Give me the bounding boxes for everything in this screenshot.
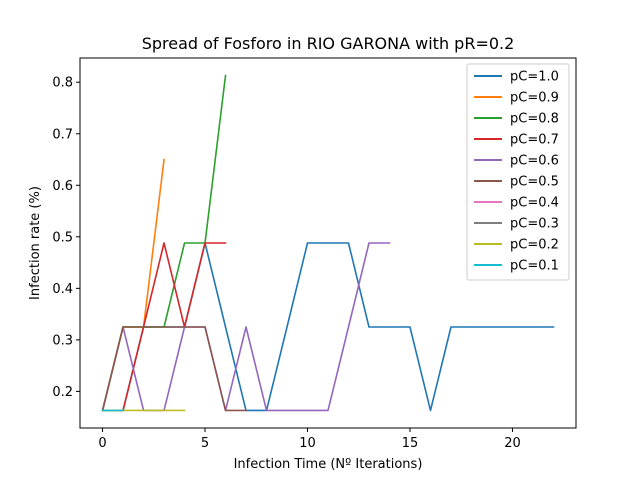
series-layer: [101, 74, 555, 412]
y-tick-label: 0.4: [52, 282, 73, 297]
y-tick-label: 0.6: [52, 179, 73, 194]
x-tick-label: 20: [504, 436, 521, 451]
y-tick-label: 0.7: [52, 127, 73, 142]
y-tick-label: 0.2: [52, 385, 73, 400]
series-line-5: [101, 326, 247, 412]
chart-title: Spread of Fosforo in RIO GARONA with pR=…: [142, 34, 515, 53]
plot-frame: [79, 57, 577, 429]
x-axis-label: Infection Time (Nº Iterations): [234, 457, 423, 472]
legend-label: pC=0.2: [510, 238, 559, 253]
legend-label: pC=0.8: [510, 112, 559, 127]
legend-label: pC=0.6: [510, 154, 559, 169]
x-tick-label: 5: [201, 436, 209, 451]
legend-label: pC=0.9: [510, 91, 559, 106]
y-axis: 0.2 0.3 0.4 0.5 0.6 0.7 0.8: [52, 76, 80, 400]
y-tick-label: 0.5: [52, 230, 73, 245]
legend-label: pC=0.7: [510, 133, 559, 148]
legend-label: pC=0.5: [510, 175, 559, 190]
x-tick-label: 10: [299, 436, 316, 451]
legend-label: pC=0.1: [510, 259, 559, 274]
legend-label: pC=0.4: [510, 196, 559, 211]
y-axis-label: Infection rate (%): [28, 186, 43, 300]
x-tick-label: 15: [402, 436, 419, 451]
x-axis: 0 5 10 15 20: [98, 428, 521, 451]
legend-label: pC=0.3: [510, 217, 559, 232]
legend: pC=1.0 pC=0.9 pC=0.8 pC=0.7 pC=0.6 pC=0.5 pC=0…: [466, 63, 570, 281]
y-tick-label: 0.3: [52, 333, 73, 348]
y-tick-label: 0.8: [52, 76, 73, 91]
legend-label: pC=1.0: [510, 70, 559, 85]
x-tick-label: 0: [98, 436, 106, 451]
